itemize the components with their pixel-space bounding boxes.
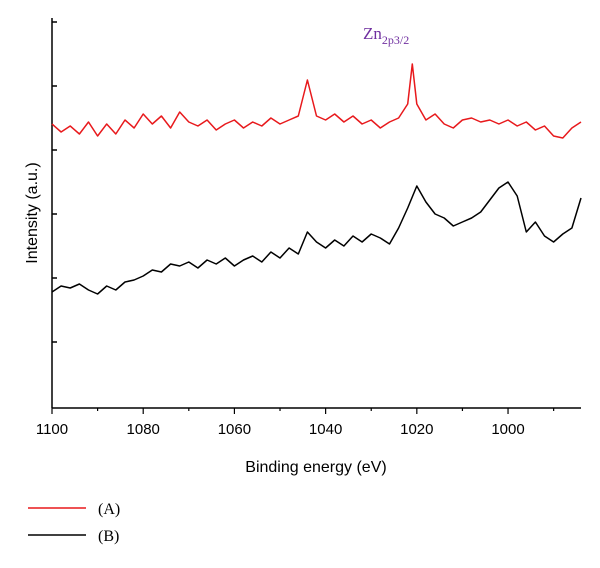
plot-area: 1100 1080 1060 1040 1020 1000 <box>36 18 582 438</box>
legend-item-b: (B) <box>28 528 119 545</box>
annotation-zn-2p3-2: Zn2p3/2 <box>363 24 409 47</box>
x-tick-label-1100: 1100 <box>36 421 68 438</box>
legend-label-a: (A) <box>98 501 120 518</box>
legend: (A) (B) <box>28 501 120 545</box>
y-axis-ticks <box>52 21 57 343</box>
annotation-subscript: 2p3/2 <box>382 33 409 47</box>
y-axis-label: Intensity (a.u.) <box>24 162 41 263</box>
legend-item-a: (A) <box>28 501 120 518</box>
series-layer <box>51 63 582 295</box>
x-tick-label-1020: 1020 <box>400 421 433 438</box>
legend-label-b: (B) <box>98 528 119 545</box>
x-tick-label-1060: 1060 <box>218 421 251 438</box>
series-line-b <box>51 181 582 295</box>
x-axis-ticks: 1100 1080 1060 1040 1020 1000 <box>36 408 555 438</box>
x-tick-label-1000: 1000 <box>491 421 524 438</box>
annotation-main: Zn <box>363 24 382 43</box>
series-line-a <box>51 63 582 139</box>
x-tick-label-1080: 1080 <box>127 421 160 438</box>
x-tick-label-1040: 1040 <box>309 421 342 438</box>
x-axis-label: Binding energy (eV) <box>245 459 386 476</box>
